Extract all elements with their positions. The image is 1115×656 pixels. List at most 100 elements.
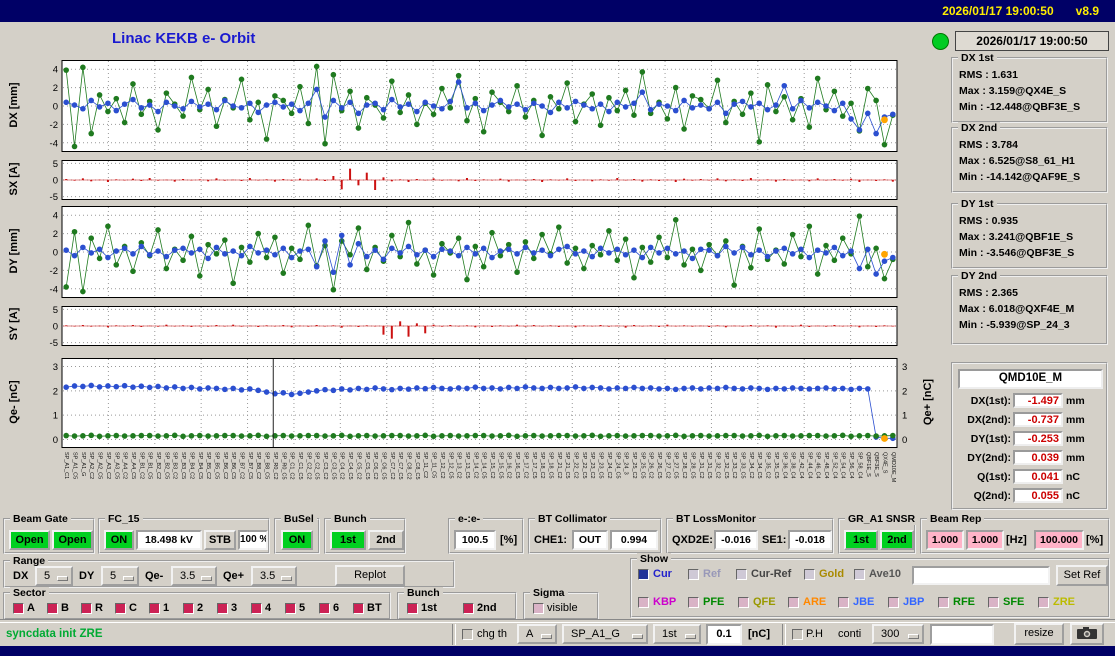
option-menu-indicator [908, 634, 919, 639]
svg-text:0: 0 [53, 176, 58, 187]
show-ref-checkbox[interactable] [688, 569, 699, 580]
range-qe-minus-select[interactable]: 3.5 [171, 566, 217, 586]
sy-steering-chart[interactable]: 5 0 -5 [0, 306, 920, 346]
fc15-on-button[interactable]: ON [104, 530, 134, 550]
bunch-select[interactable]: 1st [653, 624, 701, 644]
status-lamp-icon [932, 33, 949, 50]
beam-gate-open-button-2[interactable]: Open [52, 530, 93, 550]
bunch-1st-checkbox[interactable] [407, 603, 418, 614]
aux-input[interactable] [930, 624, 994, 645]
sector-checkbox-b[interactable] [47, 603, 58, 614]
status-message: syncdata init ZRE [6, 628, 103, 640]
group-title: Show [637, 553, 671, 565]
range-qe-plus-select[interactable]: 3.5 [251, 566, 297, 586]
dy-orbit-chart[interactable]: 4 2 0 -2 -4 [0, 206, 920, 298]
screenshot-button[interactable] [1070, 623, 1104, 645]
busel-on-button[interactable]: ON [281, 530, 313, 550]
bunch-1st-button[interactable]: 1st [330, 530, 366, 550]
show-jbp-checkbox[interactable] [888, 597, 899, 608]
svg-text:2: 2 [53, 83, 58, 94]
show-cur-ref-checkbox[interactable] [736, 569, 747, 580]
replot-button[interactable]: Replot [335, 565, 405, 586]
show-ave10-checkbox[interactable] [854, 569, 865, 580]
se1-label: SE1: [762, 534, 787, 546]
show-cur-checkbox[interactable] [638, 569, 649, 580]
stat-max: Max : 6.018@QXF4E_M [959, 303, 1075, 315]
group-title: BT LossMonitor [673, 513, 759, 525]
fc15-stb-button[interactable]: STB [204, 530, 236, 550]
stat-min: Min : -5.939@SP_24_3 [959, 319, 1070, 331]
bunch-2nd-checkbox[interactable] [463, 603, 474, 614]
ref-file-input[interactable] [912, 566, 1050, 585]
chg-th-checkbox[interactable] [462, 629, 473, 640]
set-ref-button[interactable]: Set Ref [1056, 565, 1108, 586]
beam-gate-open-button-1[interactable]: Open [9, 530, 50, 550]
se1-readout: -0.018 [788, 530, 832, 550]
mode-select[interactable]: A [517, 624, 557, 644]
sector-checkbox-1[interactable] [149, 603, 160, 614]
svg-text:0: 0 [53, 435, 58, 446]
bunch-select-group: Bunch 1st 2nd [397, 587, 517, 620]
sector-checkbox-bt[interactable] [353, 603, 364, 614]
resize-button[interactable]: resize [1014, 623, 1064, 645]
sector-checkbox-4[interactable] [251, 603, 262, 614]
range-qe-minus-label: Qe- [145, 570, 164, 582]
conti-label: conti [838, 628, 862, 640]
page-title: Linac KEKB e- Orbit [112, 30, 256, 47]
option-menu-indicator [281, 576, 292, 581]
fc15-percent-readout: 100 % [238, 530, 268, 550]
sector-checkbox-5[interactable] [285, 603, 296, 614]
beam-rep-readout-1: 1.000 [926, 530, 964, 550]
show-are-checkbox[interactable] [788, 597, 799, 608]
charge-chart[interactable]: 3 2 1 0 3 2 1 0 [0, 358, 920, 448]
show-kbp-checkbox[interactable] [638, 597, 649, 608]
range-dx-select[interactable]: 5 [35, 566, 73, 586]
bunch-1st-label: 1st [421, 602, 437, 614]
option-menu-indicator [201, 576, 212, 581]
interval-select[interactable]: 300 [872, 624, 924, 644]
svg-text:0: 0 [902, 435, 907, 446]
monitor-select[interactable]: SP_A1_G [562, 624, 648, 644]
sector-checkbox-3[interactable] [217, 603, 228, 614]
sector-label: 2 [197, 602, 204, 614]
show-cur-label: Cur [653, 568, 672, 580]
sector-checkbox-6[interactable] [319, 603, 330, 614]
svg-text:0: 0 [53, 102, 58, 113]
group-title: Sector [10, 587, 49, 599]
svg-text:3: 3 [53, 362, 58, 373]
show-rfe-checkbox[interactable] [938, 597, 949, 608]
option-menu-indicator [123, 576, 134, 581]
sx-steering-chart[interactable]: 5 0 -5 [0, 160, 920, 200]
sigma-group: Sigma visible [523, 587, 599, 620]
ph-checkbox[interactable] [792, 629, 803, 640]
range-qe-plus-label: Qe+ [223, 570, 245, 582]
show-pfe-checkbox[interactable] [688, 597, 699, 608]
threshold-field[interactable]: 0.1 [706, 624, 742, 645]
stat-rms: RMS : 0.935 [959, 215, 1018, 227]
show-jbe-checkbox[interactable] [838, 597, 849, 608]
monitor-value: -1.497 [1013, 393, 1063, 409]
range-dy-select[interactable]: 5 [101, 566, 139, 586]
snsr-1st-button[interactable]: 1st [844, 530, 878, 550]
sector-checkbox-c[interactable] [115, 603, 126, 614]
statusbar-divider [0, 619, 1115, 623]
option-menu-indicator [685, 634, 696, 639]
snsr-2nd-button[interactable]: 2nd [880, 530, 914, 550]
group-title: Bunch [404, 587, 443, 599]
monitor-value: 0.039 [1013, 450, 1063, 466]
sigma-visible-checkbox[interactable] [533, 603, 544, 614]
show-zre-checkbox[interactable] [1038, 597, 1049, 608]
bunch-2nd-button[interactable]: 2nd [368, 530, 404, 550]
sector-checkbox-2[interactable] [183, 603, 194, 614]
show-qfe-label: QFE [753, 596, 776, 608]
sector-checkbox-a[interactable] [13, 603, 24, 614]
sector-checkbox-r[interactable] [81, 603, 92, 614]
show-sfe-label: SFE [1003, 596, 1025, 608]
dx-orbit-chart[interactable]: 4 2 0 -2 -4 [0, 60, 920, 152]
show-gold-checkbox[interactable] [804, 569, 815, 580]
show-sfe-checkbox[interactable] [988, 597, 999, 608]
ee-ratio-readout: 100.5 [454, 530, 496, 550]
show-qfe-checkbox[interactable] [738, 597, 749, 608]
window-titlebar[interactable]: 2026/01/17 19:00:50 v8.9 [0, 0, 1115, 22]
